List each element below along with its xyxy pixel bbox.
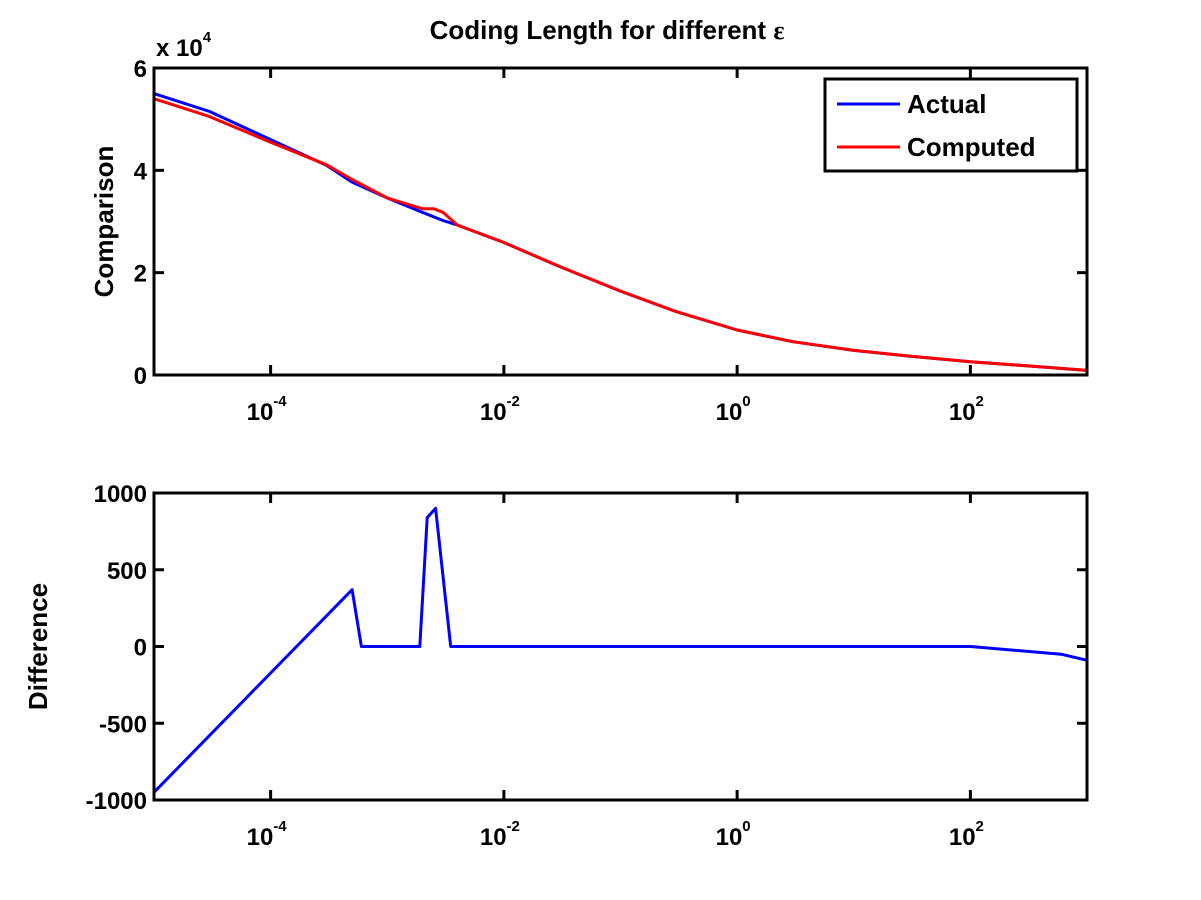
x-tick-base: 10 bbox=[716, 399, 743, 426]
chart-title-symbol: ε bbox=[773, 16, 784, 45]
x-tick-base: 10 bbox=[716, 824, 743, 851]
x-tick-exponent: -4 bbox=[273, 818, 287, 835]
x-tick-label: 102 bbox=[949, 393, 984, 426]
chart-title-main: Coding Length for different bbox=[430, 15, 774, 45]
x-tick-base: 10 bbox=[480, 399, 507, 426]
y-axis-multiplier-exponent: 4 bbox=[203, 29, 212, 46]
y-tick-label: 0 bbox=[134, 635, 147, 662]
difference-panel: 10-4 10-2 100 102-1000-50005001000Differenc… bbox=[23, 481, 1089, 851]
plot-frame bbox=[152, 66, 1089, 377]
x-tick-exponent: 0 bbox=[742, 393, 750, 410]
y-tick-label: 6 bbox=[134, 56, 147, 83]
x-tick-label: 10-4 bbox=[247, 818, 288, 851]
x-tick-base: 10 bbox=[247, 824, 274, 851]
x-tick-label: 102 bbox=[949, 818, 984, 851]
y-axis-label: Comparison bbox=[89, 146, 119, 298]
x-tick-label: 100 bbox=[716, 393, 751, 426]
x-tick-exponent: -4 bbox=[273, 393, 287, 410]
legend: Actual Computed bbox=[823, 77, 1079, 173]
y-axis-label: Difference bbox=[23, 583, 53, 710]
x-tick-label: 10-2 bbox=[480, 393, 520, 426]
x-tick-label: 10-4 bbox=[247, 393, 288, 426]
y-tick-label: -500 bbox=[99, 711, 147, 738]
x-tick-exponent: 2 bbox=[976, 393, 984, 410]
computed-series-line bbox=[153, 97, 1088, 372]
y-tick-label: 500 bbox=[107, 558, 147, 585]
x-tick-exponent: 0 bbox=[742, 818, 750, 835]
legend-label-actual: Actual bbox=[907, 89, 986, 119]
x-tick-exponent: 2 bbox=[976, 818, 984, 835]
y-axis-multiplier: x 104 bbox=[156, 29, 212, 62]
x-tick-base: 10 bbox=[949, 399, 976, 426]
x-tick-base: 10 bbox=[949, 824, 976, 851]
y-tick-label: 0 bbox=[134, 363, 147, 390]
x-tick-exponent: -2 bbox=[507, 818, 520, 835]
y-tick-label: 2 bbox=[134, 261, 147, 288]
difference-series-line bbox=[152, 506, 1088, 794]
y-tick-label: 1000 bbox=[94, 481, 147, 508]
legend-label-computed: Computed bbox=[907, 132, 1036, 162]
y-tick-label: 4 bbox=[134, 158, 148, 185]
y-tick-label: -1000 bbox=[86, 788, 147, 815]
y-axis-multiplier-base: x 10 bbox=[156, 35, 203, 62]
x-tick-label: 10-2 bbox=[480, 818, 520, 851]
legend-box bbox=[823, 77, 1079, 173]
chart-title: Coding Length for different ε bbox=[430, 15, 785, 45]
x-tick-base: 10 bbox=[480, 824, 507, 851]
x-tick-base: 10 bbox=[247, 399, 274, 426]
x-tick-label: 100 bbox=[716, 818, 751, 851]
x-tick-exponent: -2 bbox=[507, 393, 520, 410]
